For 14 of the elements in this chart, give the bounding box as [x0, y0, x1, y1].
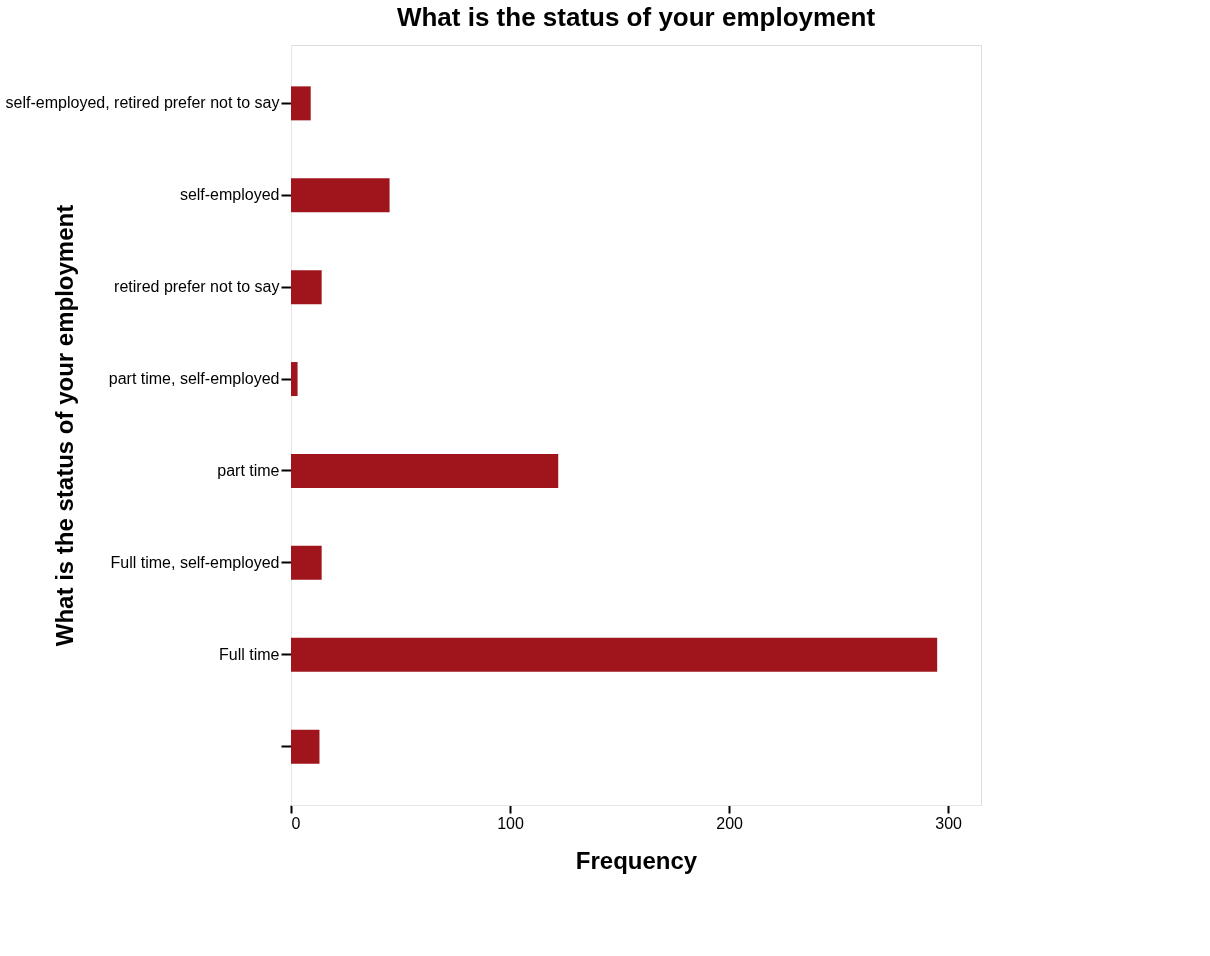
y-tick-label: Full time, self-employed: [110, 553, 280, 571]
y-tick-label: Full time: [219, 645, 280, 663]
y-axis-title: What is the status of your employment: [50, 204, 78, 647]
y-tick-label: part time, self-employed: [108, 370, 280, 388]
chart-title: What is the status of your employment: [396, 2, 876, 32]
x-axis-title: Frequency: [575, 846, 698, 874]
x-tick-label: 100: [497, 814, 524, 832]
x-tick-label: 200: [716, 814, 744, 832]
y-tick-label: part time: [217, 461, 280, 479]
x-tick-label: 300: [935, 814, 963, 832]
x-tick-label: 0: [291, 814, 301, 832]
y-tick-label: retired prefer not to say: [114, 278, 280, 296]
y-tick-label: self-employed, retired prefer not to say: [5, 94, 280, 112]
y-tick-label: self-employed: [179, 186, 280, 204]
